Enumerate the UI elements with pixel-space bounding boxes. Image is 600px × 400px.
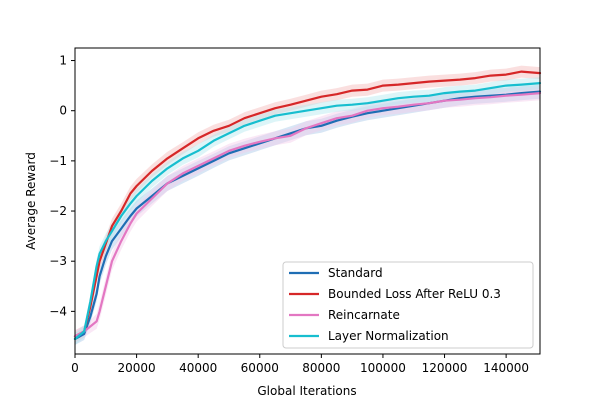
line-series-3 (73, 81, 542, 341)
legend-box (282, 261, 534, 349)
y-tick-label: −2 (49, 204, 67, 218)
legend-label-3: Layer Normalization (328, 329, 449, 343)
line-series-1 (73, 70, 542, 338)
x-tick-label: 60000 (241, 361, 279, 375)
plot-frame (74, 47, 541, 355)
x-axis-ticks: 0 20000 40000 60000 80000 100000 120000 140000 (71, 354, 529, 375)
y-axis-label: Average Reward (24, 152, 38, 250)
legend-label-0: Standard (328, 266, 383, 280)
x-tick-label: 0 (71, 361, 79, 375)
x-tick-label: 40000 (179, 361, 217, 375)
line-series-2 (73, 91, 542, 338)
y-tick-label: −4 (49, 304, 67, 318)
y-axis-ticks: −4 −3 −2 −1 0 1 (49, 54, 75, 318)
legend-label-2: Reincarnate (328, 308, 400, 322)
x-tick-label: 100000 (360, 361, 406, 375)
legend: Standard Bounded Loss After ReLU 0.3 Reinc… (282, 261, 534, 349)
legend-label-1: Bounded Loss After ReLU 0.3 (328, 287, 501, 301)
y-tick-label: 1 (59, 54, 67, 68)
x-tick-label: 140000 (483, 361, 529, 375)
x-tick-label: 80000 (302, 361, 340, 375)
series-lines (73, 70, 542, 341)
x-axis-label: Global Iterations (257, 384, 356, 398)
x-tick-label: 20000 (117, 361, 155, 375)
y-tick-label: −1 (49, 154, 67, 168)
y-tick-label: −3 (49, 254, 67, 268)
y-tick-label: 0 (59, 104, 67, 118)
x-tick-label: 120000 (422, 361, 468, 375)
